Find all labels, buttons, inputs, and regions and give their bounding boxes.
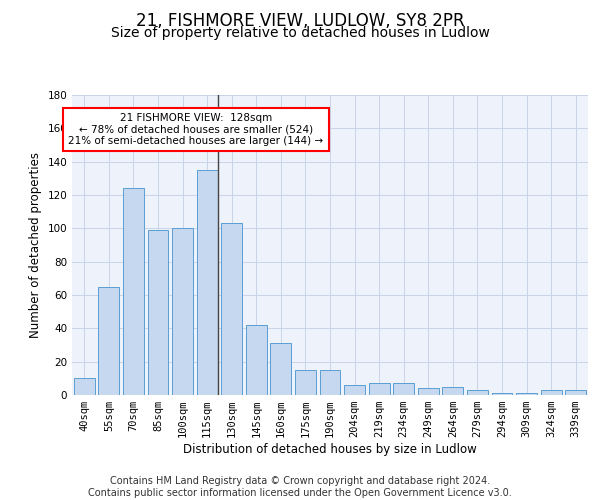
Bar [442, 386, 463, 395]
Bar [74, 378, 95, 395]
Bar [565, 390, 586, 395]
Bar [393, 384, 414, 395]
Text: 21, FISHMORE VIEW, LUDLOW, SY8 2PR: 21, FISHMORE VIEW, LUDLOW, SY8 2PR [136, 12, 464, 30]
Bar [491, 394, 512, 395]
Bar [516, 394, 537, 395]
Text: 21 FISHMORE VIEW:  128sqm
← 78% of detached houses are smaller (524)
21% of semi: 21 FISHMORE VIEW: 128sqm ← 78% of detach… [68, 113, 323, 146]
Bar [98, 286, 119, 395]
Bar [418, 388, 439, 395]
Text: Distribution of detached houses by size in Ludlow: Distribution of detached houses by size … [183, 442, 477, 456]
Bar [295, 370, 316, 395]
Y-axis label: Number of detached properties: Number of detached properties [29, 152, 42, 338]
Bar [344, 385, 365, 395]
Bar [541, 390, 562, 395]
Bar [271, 344, 292, 395]
Bar [467, 390, 488, 395]
Text: Contains HM Land Registry data © Crown copyright and database right 2024.
Contai: Contains HM Land Registry data © Crown c… [88, 476, 512, 498]
Bar [320, 370, 340, 395]
Bar [123, 188, 144, 395]
Bar [148, 230, 169, 395]
Bar [246, 325, 267, 395]
Bar [368, 384, 389, 395]
Bar [221, 224, 242, 395]
Bar [197, 170, 218, 395]
Bar [172, 228, 193, 395]
Text: Size of property relative to detached houses in Ludlow: Size of property relative to detached ho… [110, 26, 490, 40]
